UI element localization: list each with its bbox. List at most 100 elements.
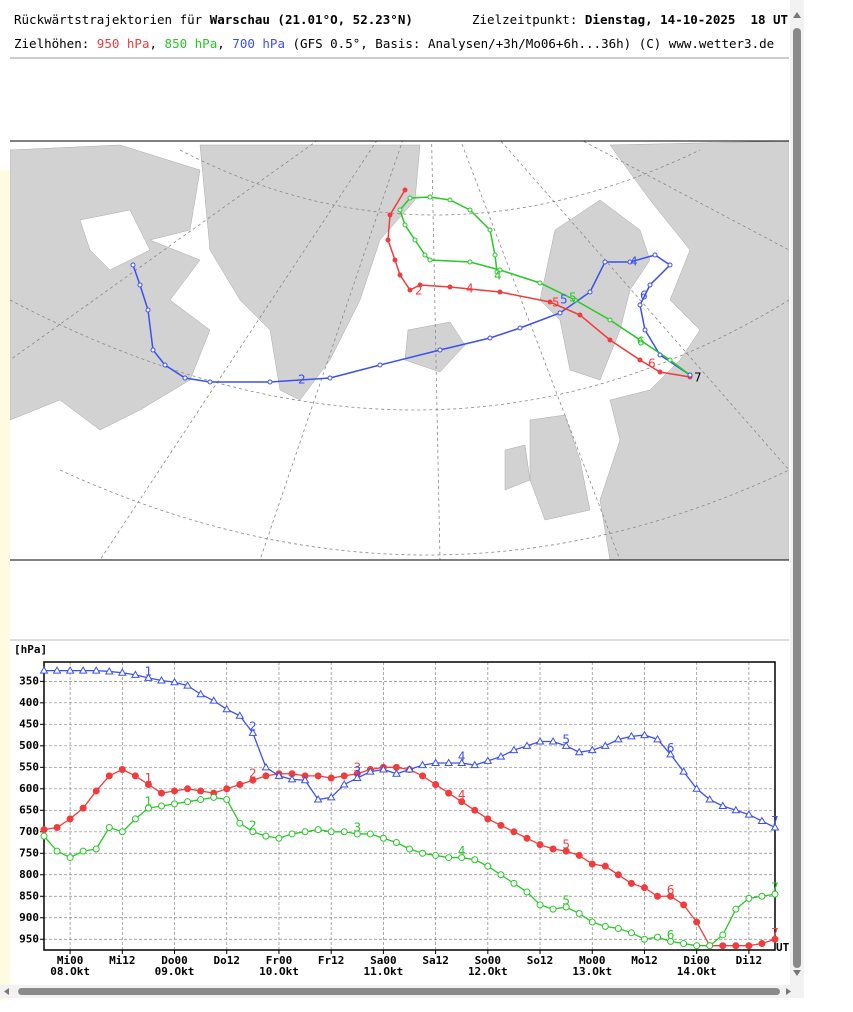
point bbox=[223, 796, 231, 804]
x-date-label: 10.Okt bbox=[259, 965, 299, 978]
map-point bbox=[207, 379, 213, 385]
point bbox=[614, 871, 622, 879]
map-label: 5 bbox=[569, 291, 577, 305]
point bbox=[326, 792, 336, 801]
scroll-up[interactable] bbox=[793, 12, 801, 18]
scrollbar-thumb-v[interactable] bbox=[793, 28, 801, 968]
map-point bbox=[487, 335, 493, 341]
point bbox=[640, 884, 648, 892]
point bbox=[274, 771, 284, 779]
map-point bbox=[637, 337, 643, 343]
point bbox=[575, 851, 583, 859]
map-point bbox=[402, 187, 408, 193]
point bbox=[91, 666, 101, 674]
map-point bbox=[687, 372, 693, 378]
point bbox=[392, 839, 400, 847]
point bbox=[771, 935, 779, 943]
map-label: 4 bbox=[630, 255, 638, 269]
scroll-left[interactable] bbox=[4, 988, 9, 995]
point bbox=[406, 845, 413, 853]
point bbox=[223, 785, 231, 793]
point bbox=[340, 772, 348, 780]
point bbox=[196, 689, 206, 698]
plot-area bbox=[44, 662, 775, 950]
point bbox=[287, 774, 297, 783]
point bbox=[222, 704, 232, 713]
point bbox=[471, 856, 479, 864]
map-point bbox=[667, 262, 673, 268]
point bbox=[510, 879, 518, 887]
trajectory-marker: 4 bbox=[458, 750, 466, 764]
x-tick-label: So12 bbox=[527, 954, 554, 967]
x-tick-label: Sa00 bbox=[370, 954, 397, 967]
map-point bbox=[182, 375, 188, 381]
trajectory-marker: 6 bbox=[667, 741, 675, 755]
point bbox=[718, 801, 728, 809]
x-unit: UT bbox=[776, 941, 790, 954]
x-date-label: 13.Okt bbox=[572, 965, 612, 978]
point bbox=[117, 668, 127, 676]
point bbox=[327, 774, 335, 782]
map-point bbox=[637, 357, 643, 363]
point bbox=[39, 666, 49, 674]
point bbox=[549, 845, 557, 853]
map-point bbox=[150, 347, 156, 353]
point bbox=[379, 834, 387, 842]
map-point bbox=[387, 212, 393, 218]
point bbox=[365, 767, 375, 775]
point bbox=[679, 767, 688, 775]
point bbox=[587, 745, 597, 754]
point bbox=[640, 730, 649, 739]
separator: , bbox=[217, 36, 225, 51]
point bbox=[236, 781, 244, 789]
point bbox=[79, 847, 87, 855]
scroll-right[interactable] bbox=[786, 988, 791, 995]
trajectory-marker: 5 bbox=[562, 838, 570, 852]
map-point bbox=[327, 375, 333, 381]
point bbox=[719, 931, 727, 939]
point bbox=[104, 666, 114, 675]
point bbox=[654, 933, 662, 941]
point bbox=[300, 775, 310, 784]
trajectory-marker: 3 bbox=[353, 760, 361, 774]
point bbox=[131, 772, 139, 780]
point bbox=[79, 804, 87, 812]
x-tick-label: Mi00 bbox=[57, 954, 84, 967]
map-point bbox=[130, 262, 136, 268]
point bbox=[471, 806, 479, 814]
point bbox=[770, 823, 780, 831]
point bbox=[65, 666, 75, 674]
map-point bbox=[145, 307, 151, 313]
place: Warschau (21.01°O, 52.23°N) bbox=[210, 12, 413, 27]
point bbox=[249, 828, 257, 836]
point bbox=[184, 798, 192, 806]
legend-entry: 700 hPa bbox=[232, 36, 285, 51]
scrollbar-thumb-h[interactable] bbox=[18, 988, 780, 995]
map-label: 4 bbox=[466, 282, 474, 296]
point bbox=[731, 805, 741, 814]
point bbox=[509, 745, 519, 754]
map-trajectories bbox=[130, 187, 693, 385]
point bbox=[614, 925, 622, 933]
trajectory-marker: 5 bbox=[562, 732, 570, 746]
point bbox=[235, 711, 245, 719]
point bbox=[262, 772, 270, 780]
map-point bbox=[467, 207, 473, 213]
y-axis-label: [hPa] bbox=[14, 643, 47, 656]
point bbox=[301, 828, 309, 836]
point bbox=[210, 793, 218, 801]
trajectory-marker: 4 bbox=[458, 844, 466, 858]
point bbox=[522, 741, 532, 749]
point bbox=[171, 787, 179, 795]
map-point bbox=[657, 369, 663, 375]
map-point bbox=[637, 302, 643, 308]
map-point bbox=[602, 259, 608, 265]
point bbox=[523, 888, 531, 896]
point bbox=[458, 854, 466, 862]
trajectory-marker: 1 bbox=[145, 664, 153, 678]
point bbox=[392, 769, 401, 777]
x-date-label: 09.Okt bbox=[155, 965, 195, 978]
scroll-down[interactable] bbox=[793, 970, 801, 976]
pressure-chart: 350 400 450 500 550 600 650 700 750 800 850 900 950 M… bbox=[19, 661, 790, 978]
